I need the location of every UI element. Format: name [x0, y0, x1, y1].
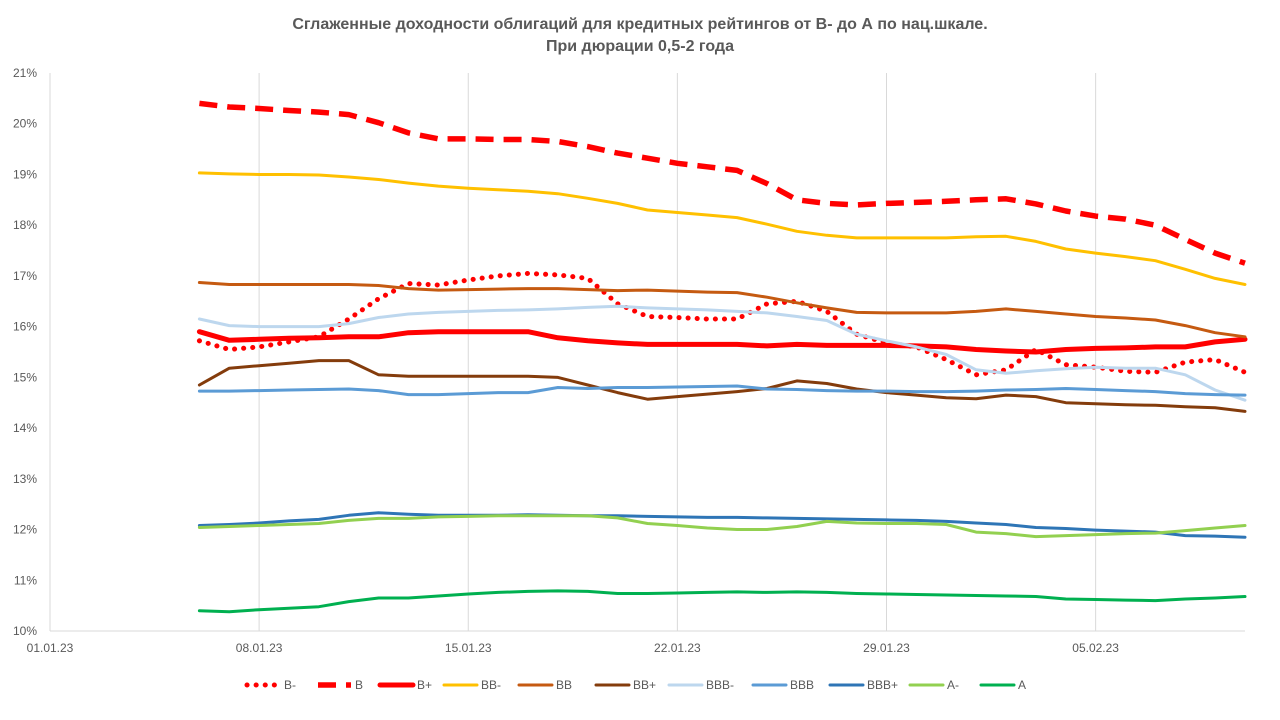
series-line-BB [197, 281, 1247, 339]
y-tick-label: 17% [13, 269, 37, 283]
series-line-A-minus [197, 514, 1247, 539]
legend-label: BB [556, 678, 572, 692]
y-tick-label: 18% [13, 218, 37, 232]
x-tick-label: 22.01.23 [654, 641, 701, 655]
x-tick-label: 15.01.23 [445, 641, 492, 655]
axes: 01.01.23 08.01.23 15.01.23 22.01.23 29.01.23… [13, 66, 1245, 655]
y-tick-label: 12% [13, 523, 37, 537]
x-tick-label: 01.01.23 [27, 641, 74, 655]
y-tick-label: 19% [13, 167, 37, 181]
series-line-BB-minus [197, 171, 1247, 286]
legend-label: BB- [481, 678, 501, 692]
series-line-A [197, 589, 1247, 614]
y-tick-label: 10% [13, 624, 37, 638]
y-tick-label: 16% [13, 320, 37, 334]
series-line-BBB-minus [197, 304, 1247, 402]
series-line-B [199, 100, 1246, 266]
series-line-BBB [197, 384, 1247, 397]
legend-label: A- [947, 678, 959, 692]
chart-title-line1: Сглаженные доходности облигаций для кред… [292, 16, 987, 33]
series-line-B-plus [196, 329, 1248, 355]
series-line-BBB-plus [197, 511, 1247, 539]
x-tick-label: 08.01.23 [236, 641, 283, 655]
legend-label: B- [284, 678, 296, 692]
legend-label: A [1018, 678, 1026, 692]
y-tick-label: 15% [13, 370, 37, 384]
legend-label: B [355, 678, 363, 692]
y-tick-label: 14% [13, 421, 37, 435]
x-tick-label: 05.02.23 [1072, 641, 1119, 655]
series-line-BB-plus [197, 359, 1247, 413]
legend-label: BB+ [633, 678, 656, 692]
gridlines [258, 73, 1097, 631]
legend-label: BBB+ [867, 678, 898, 692]
y-tick-label: 13% [13, 472, 37, 486]
legend-label: B+ [417, 678, 432, 692]
series-lines [196, 100, 1248, 614]
chart-title-line2: При дюрации 0,5-2 года [546, 38, 734, 55]
series-line-B-minus [196, 270, 1248, 378]
x-tick-label: 29.01.23 [863, 641, 910, 655]
y-tick-label: 11% [14, 573, 37, 587]
y-tick-label: 20% [13, 117, 37, 131]
y-tick-label: 21% [13, 66, 37, 80]
legend-label: BBB- [706, 678, 734, 692]
legend: B- B B+ BB- BB BB+ BBB- BBB BBB+ A- A [244, 678, 1026, 692]
legend-label: BBB [790, 678, 814, 692]
